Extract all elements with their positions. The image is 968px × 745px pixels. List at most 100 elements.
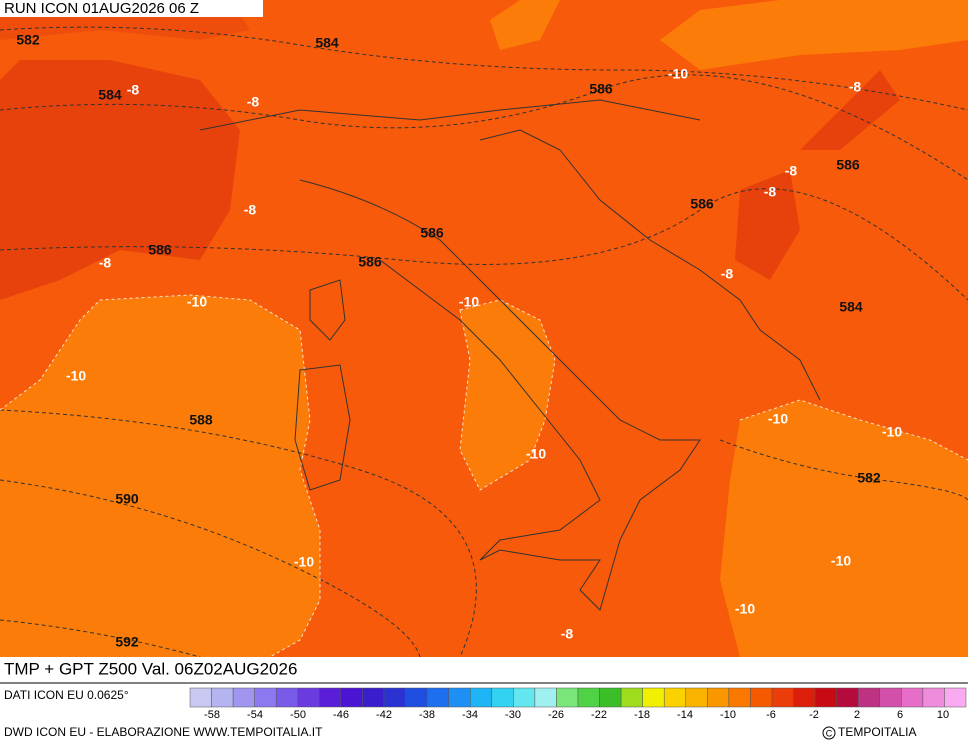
- color-swatch: [750, 687, 773, 708]
- contour-label: -8: [561, 626, 574, 642]
- contour-label: 586: [420, 225, 444, 241]
- contour-label: -10: [831, 553, 851, 569]
- cool-region: [660, 0, 968, 70]
- color-swatch: [620, 687, 643, 708]
- color-swatch: [857, 687, 881, 708]
- contour-label: -10: [668, 66, 688, 82]
- contour-label: -10: [187, 294, 207, 310]
- color-swatch: [922, 687, 945, 708]
- contour-label: -8: [244, 202, 257, 218]
- color-swatch: [728, 687, 751, 708]
- color-swatch: [879, 687, 902, 708]
- color-swatch: [254, 687, 277, 708]
- contour-label: -10: [882, 424, 902, 440]
- copyright-c: C: [826, 728, 833, 738]
- color-swatch: [771, 687, 794, 708]
- header-box: [0, 0, 263, 17]
- colorbar-label: -46: [333, 709, 349, 721]
- contour-label: -8: [721, 266, 734, 282]
- title-box: [0, 657, 415, 683]
- color-swatch: [340, 687, 363, 708]
- colorbar-label: -2: [809, 709, 819, 721]
- colorbar-label: -10: [720, 709, 736, 721]
- color-swatch: [944, 687, 967, 708]
- contour-label: -8: [849, 79, 862, 95]
- color-swatch: [491, 687, 514, 708]
- contour-label: -10: [768, 411, 788, 427]
- contour-label: -10: [735, 601, 755, 617]
- contour-label: 590: [115, 491, 139, 507]
- cool-region: [490, 0, 560, 50]
- contour-label: 582: [857, 470, 881, 486]
- isotherms: [0, 294, 968, 658]
- contour-label: 586: [148, 242, 172, 258]
- warm-region: [735, 170, 800, 280]
- colorbar-label: -54: [247, 709, 263, 721]
- color-swatch: [189, 687, 212, 708]
- contour-label: -8: [785, 163, 798, 179]
- warm-region: [0, 60, 240, 300]
- color-swatch: [319, 687, 342, 708]
- colorbar-label: -26: [548, 709, 564, 721]
- color-swatch: [383, 687, 406, 708]
- contour-label: 586: [358, 254, 382, 270]
- color-swatch: [275, 687, 299, 708]
- credit-label: DWD ICON EU - ELABORAZIONE WWW.TEMPOITAL…: [4, 725, 323, 739]
- colorbar-label: -38: [419, 709, 435, 721]
- color-swatch: [556, 687, 579, 708]
- contour-label: -10: [66, 368, 86, 384]
- color-swatch: [448, 687, 471, 708]
- contour-label: -8: [99, 255, 112, 271]
- colorbar-label: -6: [766, 709, 776, 721]
- brand-label: TEMPOITALIA: [838, 725, 916, 739]
- colorbar-label: -42: [376, 709, 392, 721]
- color-swatch: [211, 687, 234, 708]
- contours: [0, 26, 968, 658]
- colorbar-label: 2: [854, 709, 860, 721]
- contour-label: 584: [98, 87, 122, 103]
- colorbar-label: -14: [677, 709, 693, 721]
- contour-label: -10: [526, 446, 546, 462]
- color-swatch: [362, 687, 385, 708]
- color-swatch: [793, 687, 816, 708]
- contour-label: 584: [315, 35, 339, 51]
- color-swatch: [426, 687, 449, 708]
- colorbar-label: -18: [634, 709, 650, 721]
- colorbar-label: -22: [591, 709, 607, 721]
- color-swatch: [577, 687, 600, 708]
- contour-label: 586: [836, 157, 860, 173]
- contour-label: 584: [839, 299, 863, 315]
- colorbar-label: 6: [897, 709, 903, 721]
- colorbar-label: -50: [290, 709, 306, 721]
- run-label: RUN ICON 01AUG2026 06 Z: [4, 0, 199, 17]
- color-swatch: [685, 687, 708, 708]
- contour-label: 582: [16, 32, 40, 48]
- contour-label: -8: [127, 82, 140, 98]
- color-swatch: [232, 687, 255, 708]
- color-swatch: [534, 687, 557, 708]
- colorbar-label: -58: [204, 709, 220, 721]
- color-swatch: [469, 687, 493, 708]
- color-swatch: [663, 687, 687, 708]
- color-swatch: [405, 687, 428, 708]
- contour-label: -10: [459, 294, 479, 310]
- map-title: TMP + GPT Z500 Val. 06Z02AUG2026: [4, 659, 297, 678]
- contour-label: -8: [247, 94, 260, 110]
- contour-label: 586: [589, 81, 613, 97]
- coastlines: [199, 99, 821, 611]
- colorbar-label: 10: [937, 709, 949, 721]
- color-swatch: [599, 687, 622, 708]
- source-label: DATI ICON EU 0.0625°: [4, 688, 129, 702]
- color-swatch: [707, 687, 730, 708]
- copyright-icon: [822, 726, 836, 740]
- cool-region: [460, 300, 555, 490]
- contour-label: 586: [690, 196, 714, 212]
- colorbar-label: -30: [505, 709, 521, 721]
- colorbar: -58 -54 -50 -46 -42 -38 -34 -30 -26 -22 -18 -14 -10-…: [189, 687, 967, 721]
- color-swatch: [814, 687, 837, 708]
- color-swatch: [513, 687, 536, 708]
- cool-region: [0, 295, 320, 657]
- contour-label: 592: [115, 634, 139, 650]
